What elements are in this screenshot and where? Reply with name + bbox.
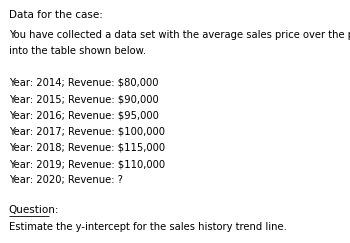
Text: Year: 2015; Revenue: $90,000: Year: 2015; Revenue: $90,000 <box>9 94 159 104</box>
Text: Question:: Question: <box>9 205 59 215</box>
Text: Year: 2014; Revenue: $80,000: Year: 2014; Revenue: $80,000 <box>9 78 158 88</box>
Text: Year: 2019; Revenue: $110,000: Year: 2019; Revenue: $110,000 <box>9 159 165 169</box>
Text: You have collected a data set with the average sales price over the past few yea: You have collected a data set with the a… <box>9 30 350 40</box>
Text: Data for the case:: Data for the case: <box>9 10 103 20</box>
Text: Year: 2017; Revenue: $100,000: Year: 2017; Revenue: $100,000 <box>9 127 165 137</box>
Text: Year: 2016; Revenue: $95,000: Year: 2016; Revenue: $95,000 <box>9 110 159 120</box>
Text: Estimate the y-intercept for the sales history trend line.: Estimate the y-intercept for the sales h… <box>9 222 287 232</box>
Text: Year: 2020; Revenue: ?: Year: 2020; Revenue: ? <box>9 175 122 185</box>
Text: into the table shown below.: into the table shown below. <box>9 46 146 56</box>
Text: Year: 2018; Revenue: $115,000: Year: 2018; Revenue: $115,000 <box>9 143 165 153</box>
